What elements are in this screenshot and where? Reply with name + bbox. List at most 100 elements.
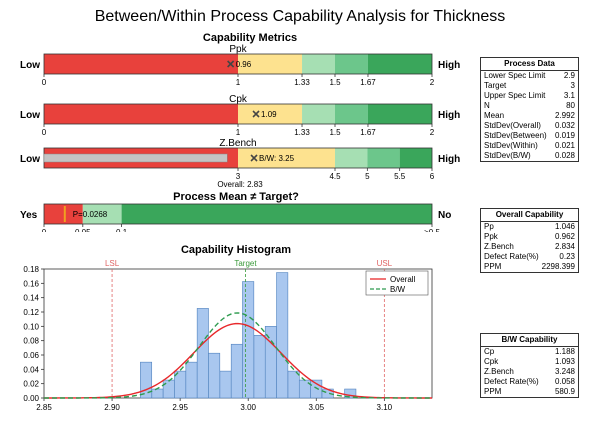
row-label: Upper Spec Limit — [484, 91, 546, 100]
histogram-bar — [162, 379, 175, 399]
x-tick-label: 2.95 — [172, 403, 188, 412]
overall-capability-title: Overall Capability — [481, 209, 578, 222]
y-tick-label: 0.06 — [23, 351, 39, 360]
metric-marker-label: B/W: 3.25 — [259, 154, 295, 163]
row-label: Mean — [484, 111, 505, 120]
metric-zone — [335, 148, 368, 168]
overall-zbench-label: Overall: 2.83 — [217, 180, 263, 189]
process-data-row: N 80 — [481, 101, 578, 111]
histogram-bar — [219, 370, 232, 399]
overall-zbench-bar — [43, 153, 228, 163]
overall-capability-row: Defect Rate(%) 0.23 — [481, 252, 578, 262]
metric-tick-label: 6 — [430, 172, 435, 181]
row-value: 1.046 — [554, 222, 575, 231]
histogram-bar — [151, 388, 164, 399]
metric-tick-label: 1.5 — [329, 78, 341, 87]
metric-zone — [367, 104, 432, 124]
row-value: 2298.399 — [541, 262, 575, 271]
row-value: 1.188 — [554, 347, 575, 356]
metric-tick-label: 0 — [42, 128, 47, 137]
row-label: Defect Rate(%) — [484, 377, 539, 386]
overall-capability-row: Pp 1.046 — [481, 222, 578, 232]
metric-zone — [238, 104, 303, 124]
row-value: 80 — [566, 101, 575, 110]
metric-zone — [302, 104, 335, 124]
metric-tick-label: 4.5 — [329, 172, 341, 181]
mean-test-frame — [43, 203, 433, 225]
metric-zone — [302, 54, 335, 74]
row-value: 1.093 — [554, 357, 575, 366]
mean-test-zone — [44, 204, 83, 224]
row-label: StdDev(Between) — [484, 131, 547, 140]
process-data-row: Lower Spec Limit 2.9 — [481, 71, 578, 81]
metric-zone — [399, 148, 432, 168]
histogram-bar — [344, 388, 357, 399]
row-value: 0.021 — [554, 141, 575, 150]
bw-capability-row: Cpk 1.093 — [481, 357, 578, 367]
capability-metrics-title: Capability Metrics — [202, 32, 298, 44]
row-value: 2.9 — [563, 71, 575, 80]
metric-zone — [238, 54, 303, 74]
histogram-bar — [242, 281, 255, 399]
metric-zone — [44, 54, 238, 74]
metric-tick-label: 2 — [430, 78, 435, 87]
bw-capability-row: PPM 580.9 — [481, 387, 578, 397]
row-value: 2.992 — [554, 111, 575, 120]
spec-label: LSL — [105, 259, 120, 268]
metric-tick-label: 3 — [236, 172, 241, 181]
y-tick-label: 0.02 — [23, 380, 39, 389]
mean-test-tick-label: 0.05 — [75, 228, 91, 232]
overall-capability-panel: Overall Capability Pp 1.046 Ppk 0.962 Z.Benc… — [480, 208, 579, 273]
row-value: 0.058 — [554, 377, 575, 386]
histogram-bar — [208, 352, 221, 399]
metric-tick-label: 1.5 — [329, 128, 341, 137]
histogram-bar — [264, 326, 277, 399]
metric-zone — [238, 148, 335, 168]
metric-marker-label: 0.96 — [236, 60, 252, 69]
process-data-row: Mean 2.992 — [481, 111, 578, 121]
metric-marker-label: 1.09 — [261, 110, 277, 119]
process-data-row: StdDev(Within) 0.021 — [481, 141, 578, 151]
high-label: High — [438, 154, 460, 165]
process-data-row: StdDev(B/W) 0.028 — [481, 151, 578, 161]
row-value: 2.834 — [554, 242, 575, 251]
metric-tick-label: 1.67 — [360, 128, 376, 137]
process-data-row: StdDev(Overall) 0.032 — [481, 121, 578, 131]
row-label: PPM — [484, 262, 502, 271]
low-label: Low — [20, 60, 40, 71]
spec-label: Target — [234, 259, 257, 268]
x-tick-label: 2.85 — [36, 403, 52, 412]
process-data-panel: Process Data Lower Spec Limit 2.9 Target 3 U… — [480, 57, 579, 162]
metric-marker — [227, 60, 235, 68]
metric-tick-label: 0 — [42, 78, 47, 87]
metric-zone — [335, 104, 368, 124]
row-label: StdDev(B/W) — [484, 151, 531, 160]
x-tick-label: 2.90 — [104, 403, 120, 412]
histogram-bar — [230, 343, 243, 399]
y-tick-label: 0.12 — [23, 308, 39, 317]
row-label: Target — [484, 81, 507, 90]
bw-capability-title: B/W Capability — [481, 334, 578, 347]
row-value: 0.019 — [554, 131, 575, 140]
histogram-title: Capability Histogram — [181, 244, 291, 256]
metric-tick-label: 2 — [430, 128, 435, 137]
row-label: StdDev(Within) — [484, 141, 538, 150]
process-data-title: Process Data — [481, 58, 578, 71]
no-label: No — [438, 210, 451, 221]
row-value: 0.962 — [554, 232, 575, 241]
row-label: N — [484, 101, 490, 110]
p-value-label: P=0.0268 — [73, 210, 108, 219]
overall-capability-row: Z.Bench 2.834 — [481, 242, 578, 252]
metric-name-0: Ppk — [229, 44, 247, 55]
low-label: Low — [20, 110, 40, 121]
row-value: 3.1 — [563, 91, 575, 100]
metric-zone — [44, 104, 238, 124]
row-value: 3.248 — [554, 367, 575, 376]
legend-label: Overall — [390, 275, 416, 284]
row-label: StdDev(Overall) — [484, 121, 541, 130]
mean-test-tick-label: >0.5 — [424, 228, 440, 232]
metric-tick-label: 1.33 — [294, 78, 310, 87]
row-value: 580.9 — [554, 387, 575, 396]
y-tick-label: 0.16 — [23, 279, 39, 288]
histogram-bar — [276, 272, 289, 399]
